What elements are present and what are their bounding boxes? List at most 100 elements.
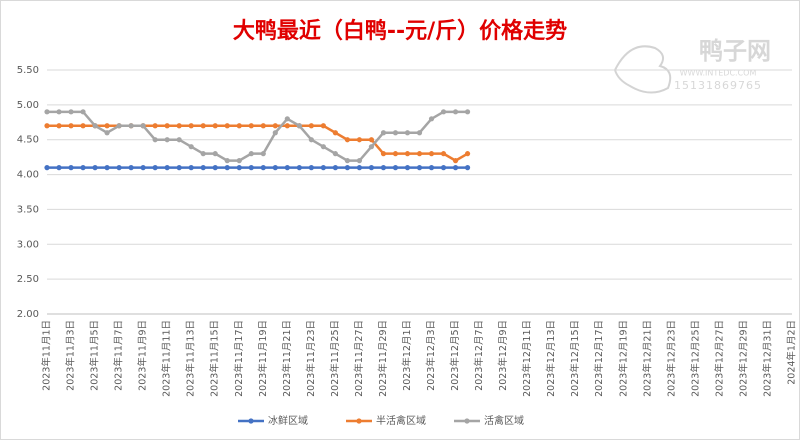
y-tick-label: 2.00 xyxy=(17,309,39,320)
series-marker xyxy=(176,123,182,129)
series-marker xyxy=(248,165,254,171)
series-marker xyxy=(416,130,423,136)
series-marker xyxy=(164,123,170,129)
series-marker xyxy=(272,165,278,171)
series-marker xyxy=(260,123,266,129)
series-marker xyxy=(224,158,230,164)
series-marker xyxy=(344,137,351,143)
series-marker xyxy=(440,151,447,157)
series-marker xyxy=(200,165,206,171)
y-tick-label: 5.50 xyxy=(17,65,39,76)
series-marker xyxy=(320,123,326,129)
watermark-logo xyxy=(613,45,672,94)
series-marker xyxy=(368,165,375,171)
series-marker xyxy=(188,144,194,150)
series-marker xyxy=(248,151,254,157)
series-marker xyxy=(320,165,326,171)
y-tick-label: 4.00 xyxy=(17,170,39,181)
series-marker xyxy=(428,151,435,157)
series-marker xyxy=(452,165,459,171)
series-marker xyxy=(68,165,74,171)
series-marker xyxy=(464,151,471,157)
series-marker xyxy=(236,123,242,129)
series-marker xyxy=(212,123,218,129)
series-marker xyxy=(296,123,302,129)
x-tick-label: 2023年11月23日 xyxy=(305,320,317,397)
y-tick-label: 4.50 xyxy=(17,135,39,146)
series-marker xyxy=(176,165,182,171)
series-marker xyxy=(404,151,411,157)
y-tick-label: 3.50 xyxy=(17,204,39,215)
x-tick-label: 2023年11月1日 xyxy=(41,320,53,391)
series-marker xyxy=(80,109,86,115)
series-marker xyxy=(428,116,435,122)
series-marker xyxy=(188,123,194,129)
series-marker xyxy=(200,123,206,129)
legend-marker xyxy=(248,418,254,424)
series-marker xyxy=(464,165,471,171)
series-marker xyxy=(44,123,50,129)
series-marker xyxy=(284,165,290,171)
series-marker xyxy=(92,165,98,171)
x-tick-label: 2023年12月11日 xyxy=(521,320,533,397)
x-tick-label: 2023年11月3日 xyxy=(65,320,77,391)
series-marker xyxy=(308,165,314,171)
legend: 冰鲜区域 半活禽区域 活禽区域 xyxy=(238,414,524,427)
series-marker xyxy=(356,165,363,171)
series-marker xyxy=(416,165,423,171)
series-marker xyxy=(320,144,326,150)
series-marker xyxy=(272,123,278,129)
x-tick-label: 2023年11月17日 xyxy=(233,320,245,397)
series-marker xyxy=(296,165,302,171)
series-marker xyxy=(464,109,471,115)
x-tick-label: 2023年12月21日 xyxy=(641,320,653,397)
series-marker xyxy=(284,116,290,122)
x-tick-label: 2023年11月21日 xyxy=(281,320,293,397)
x-tick-label: 2023年12月1日 xyxy=(401,320,413,391)
x-tick-label: 2023年12月19日 xyxy=(617,320,629,397)
series-marker xyxy=(428,165,435,171)
series-marker xyxy=(152,137,158,143)
series-marker xyxy=(272,130,278,136)
series-marker xyxy=(80,165,86,171)
legend-marker xyxy=(356,418,362,424)
series-marker xyxy=(332,165,338,171)
series-marker xyxy=(56,109,62,115)
series-marker xyxy=(116,123,122,129)
y-tick-label: 5.00 xyxy=(17,100,39,111)
x-tick-label: 2023年11月5日 xyxy=(89,320,101,391)
series-marker xyxy=(128,165,134,171)
series-marker xyxy=(68,123,74,129)
series-marker xyxy=(188,165,194,171)
series-marker xyxy=(164,137,170,143)
series-marker xyxy=(344,165,351,171)
x-tick-label: 2023年11月29日 xyxy=(377,320,389,397)
series-marker xyxy=(260,165,266,171)
series-marker xyxy=(104,165,110,171)
series-marker xyxy=(128,123,134,129)
series-marker xyxy=(452,109,459,115)
series-marker xyxy=(44,109,50,115)
x-tick-label: 2023年11月27日 xyxy=(353,320,365,397)
x-tick-label: 2023年12月31日 xyxy=(761,320,773,397)
watermark-site: WWW.INTEDC.COM xyxy=(680,69,757,78)
x-tick-label: 2023年12月7日 xyxy=(473,320,485,391)
x-tick-label: 2023年12月3日 xyxy=(425,320,437,391)
series-marker xyxy=(224,123,230,129)
series-marker xyxy=(332,151,338,157)
series-marker xyxy=(368,144,375,150)
y-tick-label: 2.50 xyxy=(17,274,39,285)
series-marker xyxy=(308,123,314,129)
series-marker xyxy=(392,130,399,136)
x-tick-label: 2023年12月5日 xyxy=(449,320,461,391)
series-marker xyxy=(344,158,351,164)
series-marker xyxy=(56,123,62,129)
watermark-phone: 15131869765 xyxy=(674,79,762,92)
series-marker xyxy=(236,165,242,171)
series-marker xyxy=(356,158,363,164)
series-marker xyxy=(140,165,146,171)
x-tick-label: 2023年11月25日 xyxy=(329,320,341,397)
x-tick-label: 2023年11月11日 xyxy=(161,320,173,397)
